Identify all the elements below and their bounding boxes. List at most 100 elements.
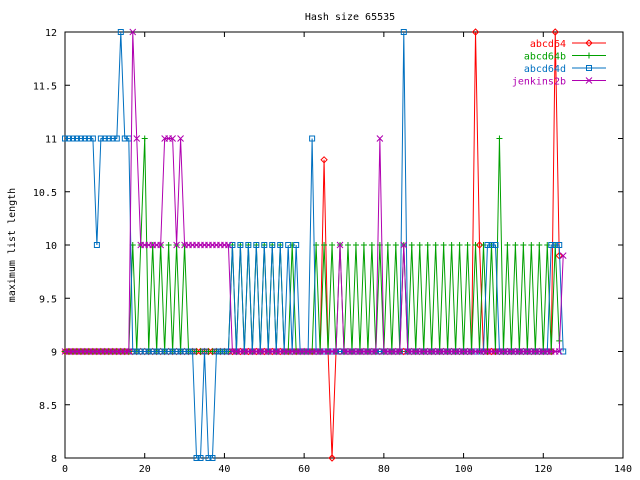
data-point [360,242,367,248]
data-point [237,242,244,248]
data-point [157,348,164,355]
data-point [213,348,220,355]
data-point [201,348,208,355]
data-point [480,242,487,248]
data-point [177,348,184,355]
data-point [177,135,184,142]
data-point [153,348,160,355]
data-point [121,135,128,142]
data-point [472,242,479,248]
y-tick-label: 8.5 [39,401,57,412]
data-point [93,242,100,248]
data-point [456,242,463,248]
data-point [149,348,156,355]
data-point [181,348,188,355]
x-tick-label: 60 [298,464,310,475]
data-point [512,242,519,248]
data-point [376,348,383,355]
data-point [424,242,431,248]
data-point [416,242,423,248]
y-tick-label: 10.5 [33,188,57,199]
legend-label: jenkins2b [512,77,566,88]
data-point [173,241,180,249]
data-point [586,52,592,59]
data-point [261,242,268,248]
data-point [205,455,212,461]
data-point [253,242,260,248]
data-point [400,29,407,35]
data-point [488,242,495,248]
y-tick-label: 8 [51,454,57,465]
data-point [97,135,104,142]
data-point [492,242,499,248]
data-point [225,241,232,249]
data-point [77,135,84,142]
data-point [221,348,228,355]
data-point [165,348,172,355]
data-point [109,135,116,142]
legend-entry: abcd64b [524,52,606,63]
data-point [101,135,108,142]
data-point [65,135,72,142]
data-point [277,242,284,248]
data-point [372,348,380,355]
data-point [536,242,543,248]
data-point [157,241,165,249]
data-point [396,348,404,355]
data-point [448,242,455,248]
data-point [376,135,384,142]
data-point [113,135,120,142]
x-tick-label: 0 [62,464,68,475]
data-point [217,348,224,355]
legend-label: abcd64 [530,39,566,50]
data-point [496,135,503,142]
y-tick-label: 11 [45,135,57,146]
data-point [289,242,296,248]
legend-label: abcd64b [524,52,566,63]
data-point [133,348,140,355]
data-point [555,251,563,260]
data-point [141,135,148,142]
data-point [225,348,232,355]
data-point [129,348,136,355]
data-point [293,242,300,248]
data-point [520,242,527,248]
data-point [69,135,76,142]
y-axis-label: maximum list length [7,188,18,302]
data-point [105,135,112,142]
data-point [344,242,351,248]
y-tick-label: 9.5 [39,294,57,305]
data-point [185,348,192,355]
data-point [471,28,480,36]
data-point [309,135,316,142]
data-point [62,135,68,142]
data-point [169,348,176,355]
data-point [560,348,567,355]
data-point [173,348,180,355]
data-point [504,242,511,248]
data-point [552,242,559,248]
x-tick-label: 140 [614,464,632,475]
y-tick-label: 9 [51,348,57,359]
data-point [285,242,292,248]
data-point [245,242,252,248]
legend-entry: jenkins2b [512,77,606,88]
data-point [337,348,344,355]
data-point [161,348,168,355]
data-point [440,242,447,248]
data-point [125,348,133,355]
chart-title: Hash size 65535 [305,12,395,23]
data-point [85,135,92,142]
x-tick-label: 80 [378,464,390,475]
data-point [129,28,137,36]
data-point [392,242,399,248]
data-point [117,29,124,35]
x-tick-label: 120 [534,464,552,475]
data-point [586,65,592,71]
data-point [352,242,359,248]
data-point [165,242,172,248]
data-point [197,455,204,461]
data-point [209,455,216,461]
data-point [193,455,200,461]
data-point [329,242,336,248]
